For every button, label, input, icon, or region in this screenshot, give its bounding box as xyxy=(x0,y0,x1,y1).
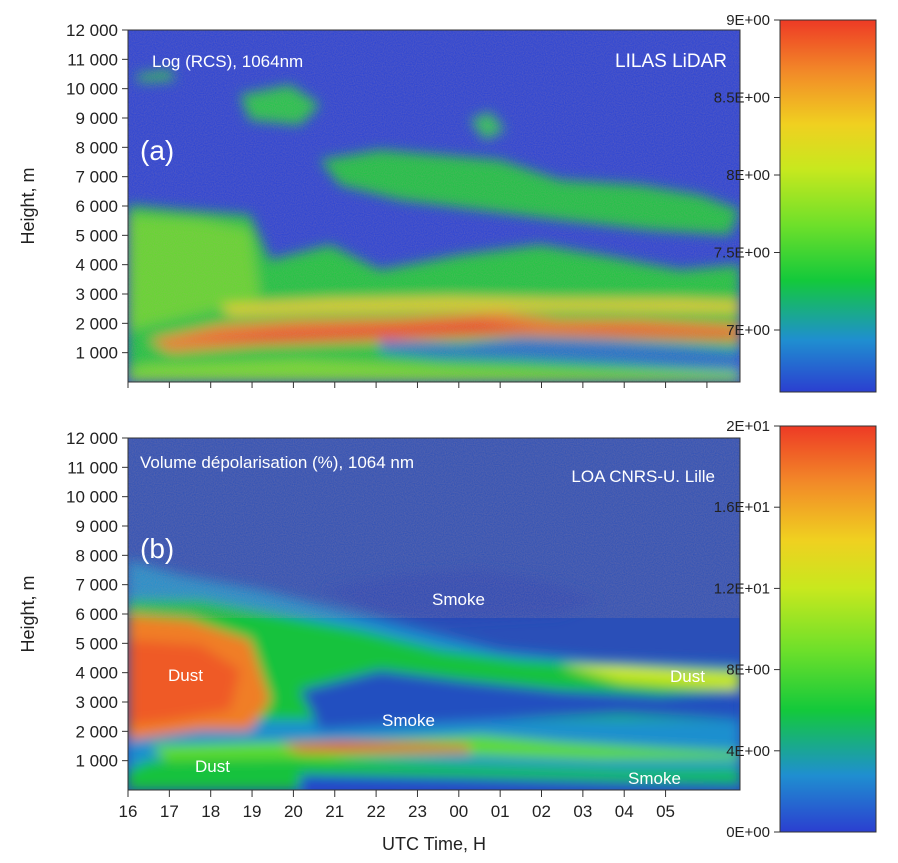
y-tick-label: 1 000 xyxy=(75,752,118,771)
panel-a: 1 000 2 000 3 000 4 000 5 000 6 000 7 000 8 000… xyxy=(18,12,877,393)
y-tick-label: 4 000 xyxy=(75,256,118,275)
y-tick-label: 1 000 xyxy=(75,344,118,363)
colorbar-a xyxy=(779,19,877,393)
colorbar-tick-label: 2E+01 xyxy=(726,418,770,435)
colorbar-tick-label: 8E+00 xyxy=(726,167,770,184)
colorbar-tick-label: 9E+00 xyxy=(726,12,770,29)
annotation-dust-right: Dust xyxy=(670,667,705,686)
y-tick-label: 9 000 xyxy=(75,517,118,536)
y-tick-label: 4 000 xyxy=(75,664,118,683)
x-tick-label: 18 xyxy=(201,802,220,821)
colorbar-tick-label: 7E+00 xyxy=(726,322,770,339)
source-label-a: LILAS LiDAR xyxy=(615,51,727,72)
annotation-smoke-middle: Smoke xyxy=(382,711,435,730)
x-tick-label: 00 xyxy=(449,802,468,821)
y-tick-label: 6 000 xyxy=(75,197,118,216)
title-a: Log (RCS), 1064nm xyxy=(152,52,303,71)
x-tick-label: 20 xyxy=(284,802,303,821)
panel-label-b: (b) xyxy=(140,533,174,564)
annotation-smoke-upper: Smoke xyxy=(432,590,485,609)
colorbar-tick-label: 8E+00 xyxy=(726,662,770,679)
y-tick-label: 8 000 xyxy=(75,138,118,157)
x-tick-label: 19 xyxy=(243,802,262,821)
x-tick-label: 16 xyxy=(119,802,138,821)
x-tick-label: 22 xyxy=(367,802,386,821)
y-axis-a: 1 000 2 000 3 000 4 000 5 000 6 000 7 000 8 000… xyxy=(66,21,708,388)
panel-label-a: (a) xyxy=(140,135,174,166)
colorbar-tick-label: 1.6E+01 xyxy=(714,499,770,516)
colorbar-tick-label: 1.2E+01 xyxy=(714,580,770,597)
colorbar-tick-label: 7.5E+00 xyxy=(714,245,770,262)
y-tick-label: 5 000 xyxy=(75,634,118,653)
x-tick-label: 21 xyxy=(325,802,344,821)
y-tick-label: 11 000 xyxy=(67,50,118,69)
annotation-smoke-bottom: Smoke xyxy=(628,769,681,788)
y-tick-label: 9 000 xyxy=(75,109,118,128)
y-tick-label: 5 000 xyxy=(75,226,118,245)
y-tick-label: 6 000 xyxy=(75,605,118,624)
y-tick-label: 3 000 xyxy=(75,285,118,304)
y-tick-label: 12 000 xyxy=(66,429,118,448)
title-b: Volume dépolarisation (%), 1064 nm xyxy=(140,453,414,472)
source-label-b: LOA CNRS-U. Lille xyxy=(571,467,715,486)
ylabel-b: Height, m xyxy=(18,575,38,652)
x-axis-b: 16 17 18 19 20 21 22 23 00 01 02 03 04 05 xyxy=(119,790,675,821)
y-tick-label: 2 000 xyxy=(75,314,118,333)
x-tick-label: 05 xyxy=(656,802,675,821)
annotation-dust-left: Dust xyxy=(168,666,203,685)
ylabel-a: Height, m xyxy=(18,167,38,244)
y-tick-label: 3 000 xyxy=(75,693,118,712)
y-axis-b: 1 000 2 000 3 000 4 000 5 000 6 000 7 000 8 000… xyxy=(66,429,128,771)
y-tick-label: 11 000 xyxy=(67,458,118,477)
x-tick-label: 02 xyxy=(532,802,551,821)
panel-b: 1 000 2 000 3 000 4 000 5 000 6 000 7 000 8 000… xyxy=(18,418,877,854)
x-tick-label: 17 xyxy=(160,802,179,821)
x-tick-label: 23 xyxy=(408,802,427,821)
y-tick-label: 7 000 xyxy=(75,168,118,187)
y-tick-label: 10 000 xyxy=(66,488,118,507)
colorbar-a-ticks: 9E+00 8.5E+00 8E+00 7.5E+00 7E+00 xyxy=(714,12,780,339)
colorbar-tick-label: 0E+00 xyxy=(726,824,770,841)
x-tick-label: 03 xyxy=(573,802,592,821)
y-tick-label: 7 000 xyxy=(75,576,118,595)
heatmap-a-image xyxy=(128,30,740,382)
annotation-dust-bottom: Dust xyxy=(195,757,230,776)
colorbar-b xyxy=(779,425,877,833)
x-tick-label: 04 xyxy=(615,802,634,821)
colorbar-b-ticks: 2E+01 1.6E+01 1.2E+01 8E+00 4E+00 0E+00 xyxy=(714,418,780,841)
heatmap-b-image xyxy=(128,438,740,790)
y-tick-label: 2 000 xyxy=(75,722,118,741)
colorbar-tick-label: 8.5E+00 xyxy=(714,90,770,107)
y-tick-label: 8 000 xyxy=(75,546,118,565)
y-tick-label: 12 000 xyxy=(66,21,118,40)
x-tick-label: 01 xyxy=(491,802,510,821)
xlabel-b: UTC Time, H xyxy=(382,834,486,854)
y-tick-label: 10 000 xyxy=(66,80,118,99)
colorbar-tick-label: 4E+00 xyxy=(726,743,770,760)
